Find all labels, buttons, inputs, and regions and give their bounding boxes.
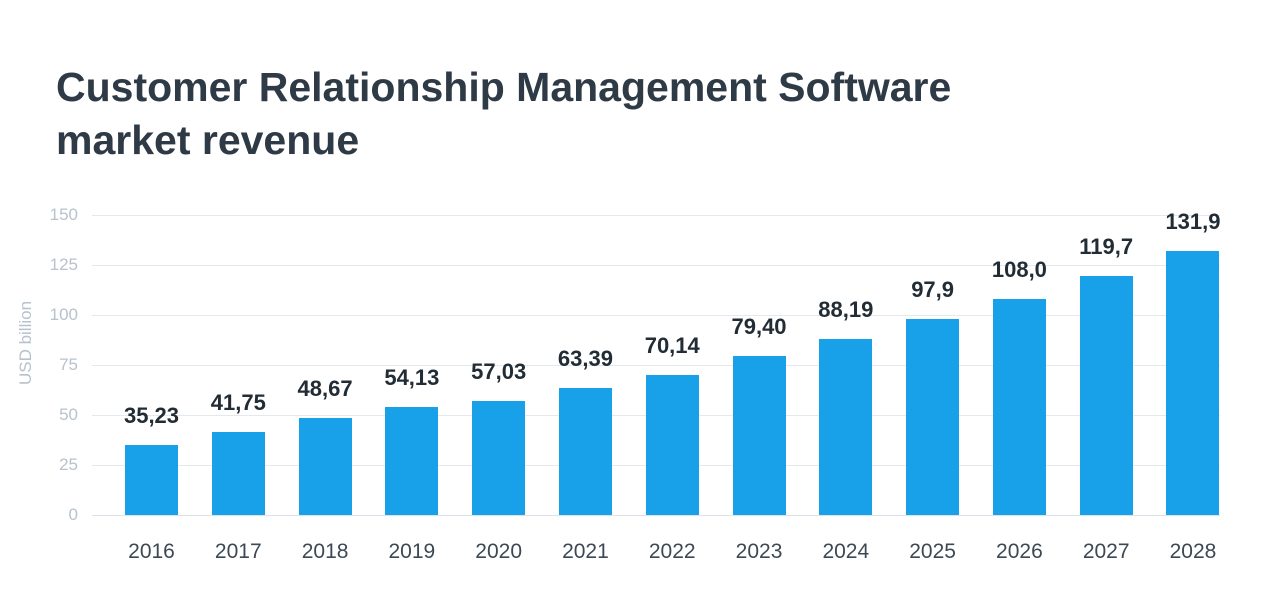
bar (732, 356, 786, 515)
y-tick-label: 25 (59, 455, 78, 474)
chart-title: Customer Relationship Management Softwar… (56, 61, 951, 167)
bar (906, 319, 960, 515)
y-tick-label: 125 (49, 255, 78, 274)
bar (992, 299, 1046, 515)
bar-value-label: 79,40 (731, 314, 787, 340)
bar-value-label: 119,7 (1079, 233, 1134, 259)
bar-value-label: 131,9 (1165, 209, 1221, 235)
plot-area: USD billion 0 25 50 75 100 125 150 35,23 2016 41,… (16, 205, 1221, 563)
bar (211, 431, 265, 515)
bar (385, 406, 439, 515)
bar-value-label: 48,67 (297, 375, 353, 401)
gridline (92, 265, 1220, 266)
x-tick-label: 2017 (214, 540, 262, 563)
x-tick-label: 2025 (909, 540, 956, 563)
bar-value-label: 35,23 (123, 402, 180, 428)
x-tick-label: 2022 (648, 540, 696, 563)
gridline (92, 215, 1220, 216)
bar (472, 400, 526, 515)
bar-value-label: 63,39 (557, 346, 613, 372)
bar (645, 374, 699, 515)
chart-title-line1: Customer Relationship Management Softwar… (56, 64, 952, 111)
bar-value-label: 54,13 (384, 364, 440, 390)
x-tick-label: 2026 (996, 540, 1043, 563)
bar-value-label: 57,03 (471, 358, 527, 384)
x-tick-label: 2028 (1169, 540, 1217, 563)
x-tick-label: 2021 (562, 540, 609, 563)
chart-title-line2: market revenue (56, 117, 360, 164)
bar (1166, 251, 1220, 515)
y-tick-label: 100 (49, 305, 78, 324)
bar-value-label: 108,0 (991, 257, 1047, 282)
bar (819, 338, 873, 515)
bar-value-label: 97,9 (911, 277, 955, 303)
y-tick-label: 150 (49, 205, 78, 224)
gridline (92, 365, 1220, 366)
bar (298, 417, 352, 515)
gridline (92, 515, 1220, 516)
x-tick-label: 2023 (735, 540, 783, 563)
gridline (92, 315, 1220, 316)
y-tick-label: 75 (59, 355, 78, 374)
bar-value-label: 88,19 (818, 296, 874, 322)
y-tick-label: 50 (59, 405, 78, 424)
x-tick-label: 2024 (822, 540, 870, 563)
bar (558, 388, 612, 515)
bar-value-label: 70,14 (644, 332, 700, 358)
x-tick-label: 2019 (388, 540, 436, 563)
y-tick-label: 0 (68, 505, 78, 524)
bar (125, 444, 178, 515)
bar-value-label: 41,75 (210, 389, 266, 415)
x-tick-label: 2018 (301, 540, 349, 563)
x-tick-label: 2020 (475, 540, 523, 563)
x-tick-label: 2027 (1082, 540, 1130, 563)
x-tick-label: 2016 (128, 540, 175, 563)
bar (1079, 275, 1133, 515)
